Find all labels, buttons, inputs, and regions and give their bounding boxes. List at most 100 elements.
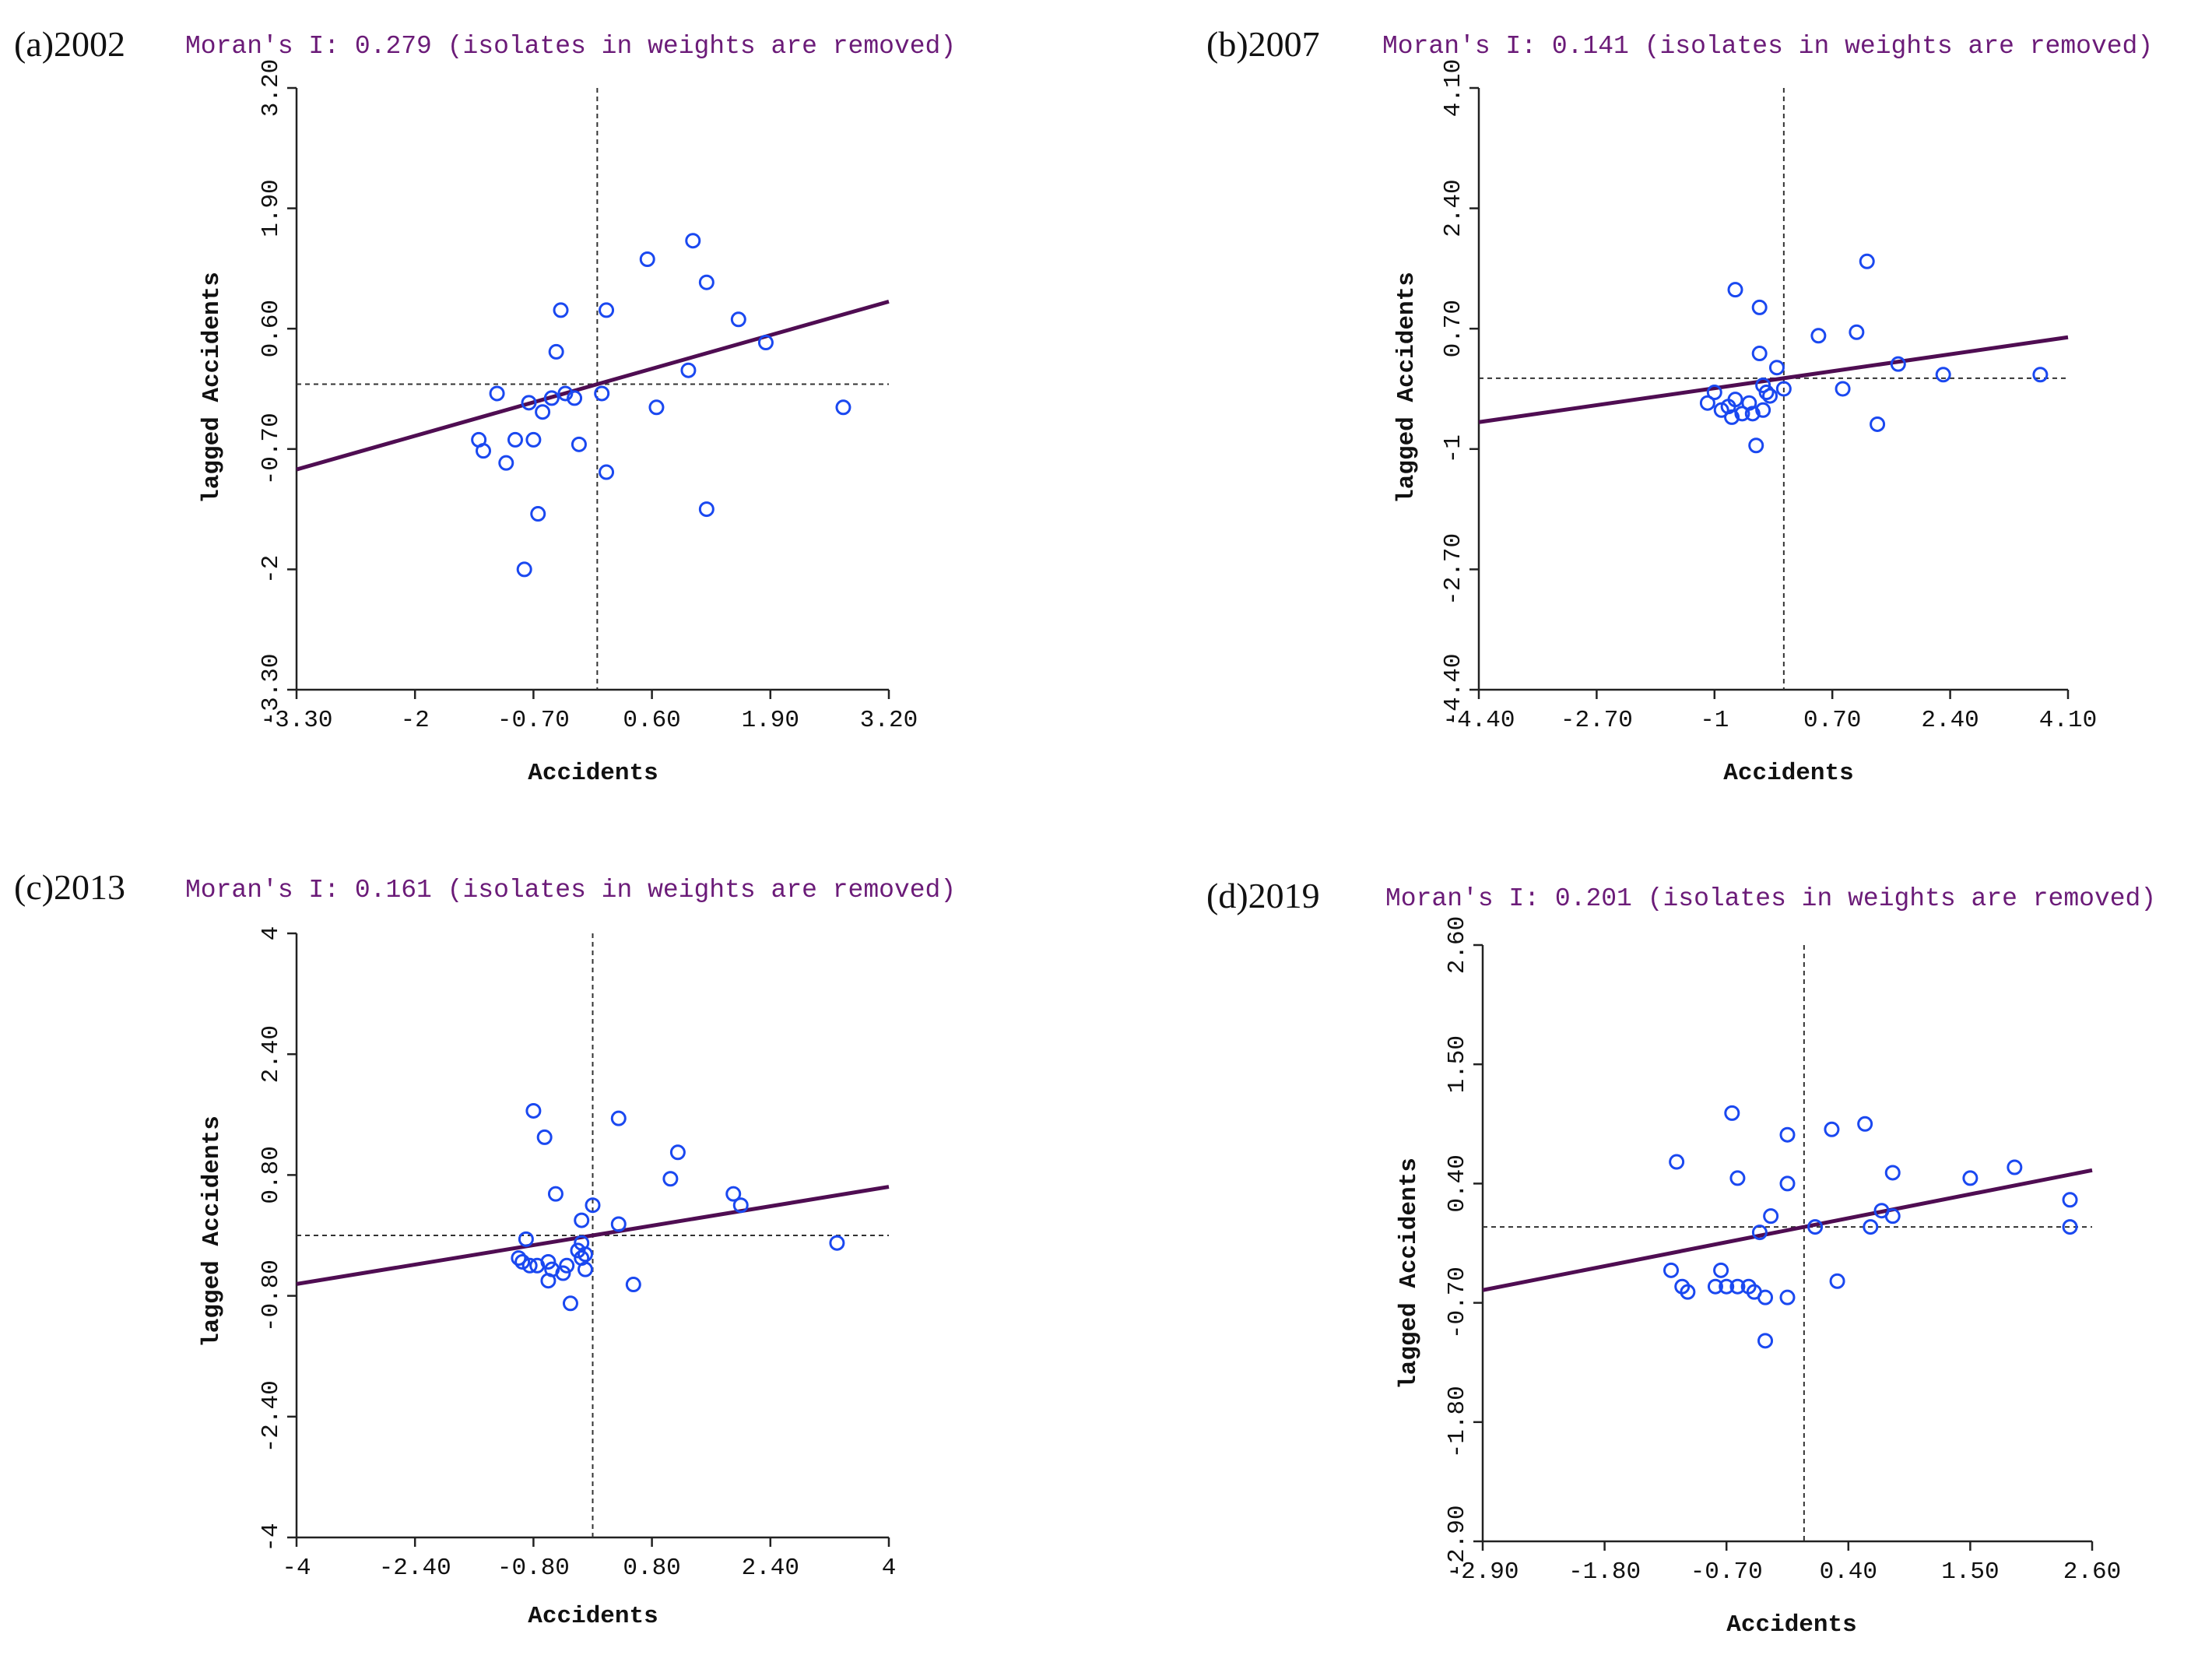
panel-b-x-tick-label: 0.70 [1803, 707, 1861, 734]
panel-d-data-point [1857, 1116, 1873, 1132]
panel-c-x-tick-label: -4 [282, 1555, 311, 1582]
panel-a-data-point [730, 311, 746, 328]
panel-c-data-point [525, 1102, 542, 1119]
panel-a-x-tick-label: 0.60 [623, 707, 680, 734]
panel-a-data-point [557, 385, 574, 402]
panel-d-data-point [1863, 1219, 1879, 1235]
panel-c-data-point [577, 1261, 593, 1277]
panel-c-data-point [540, 1253, 557, 1270]
panel-c-label: (c)2013 [14, 867, 125, 907]
panel-b-plot-area: -4.40 -2.70 -1 0.70 2.40 4.10 -4.40 -2.70 -1 0.70… [1440, 59, 2097, 734]
panel-d-x-tick-label: -0.70 [1691, 1558, 1763, 1586]
panel-d-x-axis-title: Accidents [1726, 1611, 1856, 1639]
panel-a-data-point [521, 395, 537, 411]
panel-c-x-tick-label: 4 [882, 1555, 897, 1582]
panel-a-data-point [489, 385, 505, 402]
panel-b-y-tick-label: 0.70 [1440, 300, 1467, 357]
panel-b-data-point [1810, 328, 1827, 344]
panel-a-x-axis-title: Accidents [528, 760, 658, 787]
panel-d-x-tick-label: 1.50 [1941, 1558, 1999, 1586]
panel-c-data-point [511, 1250, 527, 1267]
panel-d-regression-line [1482, 1168, 2093, 1292]
panel-d-plot-area: -2.90 -1.80 -0.70 0.40 1.50 2.60 -2.90 -1.80 -0.… [1444, 916, 2121, 1586]
panel-b-x-tick-label: 2.40 [1921, 707, 1979, 734]
panel-a-data-point [567, 390, 583, 406]
panel-a-data-point [571, 436, 587, 452]
panel-c-data-point [518, 1231, 534, 1247]
panel-b-data-point [1870, 416, 1886, 432]
panel-d-y-tick-label: -1.80 [1444, 1386, 1471, 1458]
panel-a-data-point [698, 274, 715, 290]
panel-a-x-tick-label: -2 [401, 707, 430, 734]
panel-b-data-point [1935, 367, 1951, 383]
panel-c-y-tick-label: -2.40 [258, 1380, 285, 1453]
panel-d-title: Moran's I: 0.201 (isolates in weights ar… [1385, 884, 2156, 913]
panel-b-data-point [1744, 406, 1761, 422]
panel-c-data-point [555, 1265, 571, 1281]
panel-b-regression-line [1478, 335, 2069, 424]
panel-b-data-point [1755, 402, 1771, 418]
panel-a-data-point [639, 251, 655, 268]
panel-a-regression-line [296, 299, 890, 472]
panel-c-data-point [547, 1186, 564, 1202]
panel-a-y-tick-label: 1.90 [258, 179, 285, 237]
chart-panel-d: (d)2019 Moran's I: 0.201 (isolates in we… [1206, 876, 2156, 1639]
panel-d-data-point [1779, 1289, 1796, 1305]
panel-b-x-tick-label: -4.40 [1442, 707, 1515, 734]
panel-b-y-tick-label: 4.10 [1440, 59, 1467, 117]
panel-b-data-point [1751, 299, 1768, 315]
panel-c-data-point [669, 1144, 686, 1161]
panel-d-data-point [1680, 1284, 1696, 1300]
panel-a-data-point [599, 464, 615, 480]
panel-d-data-point [1729, 1170, 1746, 1186]
panel-a-data-point [685, 233, 701, 249]
panel-a-y-tick-label: -3.30 [258, 653, 285, 726]
panel-d-data-point [1884, 1165, 1901, 1181]
panel-d-label: (d)2019 [1206, 876, 1320, 915]
panel-a-data-point [535, 404, 551, 420]
panel-a-y-tick-label: -0.70 [258, 413, 285, 485]
panel-c-data-point [625, 1277, 641, 1293]
panel-b-data-point [1890, 356, 1906, 372]
panel-d-data-point [1724, 1105, 1740, 1121]
panel-c-data-point [732, 1197, 749, 1214]
panel-b-data-point [1741, 395, 1757, 411]
panel-d-data-point [1729, 1278, 1746, 1295]
panel-c-data-point [570, 1242, 586, 1259]
panel-d-data-point [2062, 1219, 2078, 1235]
panel-b-y-tick-label: -4.40 [1440, 653, 1467, 726]
panel-a-plot-area: -3.30 -2 -0.70 0.60 1.90 3.20 -3.30 -2 -0.70 0.60… [258, 59, 918, 734]
panel-d-data-point [1713, 1262, 1729, 1278]
panel-a-x-tick-label: 3.20 [860, 707, 918, 734]
panel-d-y-tick-label: 0.40 [1444, 1154, 1471, 1212]
panel-c-data-point [514, 1253, 531, 1270]
panel-b-data-point [1706, 385, 1722, 401]
panel-a-data-point [599, 302, 615, 318]
panel-d-data-point [1962, 1170, 1979, 1186]
panel-b-data-point [1859, 253, 1875, 269]
panel-d-data-point [1757, 1333, 1774, 1349]
panel-c-data-point [610, 1110, 627, 1126]
panel-c-data-point [562, 1295, 578, 1312]
panel-d-x-tick-label: 0.40 [1820, 1558, 1877, 1586]
panel-d-data-point [1663, 1262, 1680, 1278]
panel-a-data-point [476, 443, 492, 459]
panel-d-y-axis-title: lagged Accidents [1396, 1158, 1423, 1390]
panel-a-y-tick-label: 0.60 [258, 300, 285, 357]
panel-d-data-point [1669, 1154, 1685, 1170]
panel-d-data-point [1707, 1278, 1723, 1295]
panel-a-data-point [530, 506, 546, 522]
panel-b-data-point [1758, 385, 1775, 401]
panel-d-x-tick-label: -2.90 [1446, 1558, 1519, 1586]
panel-d-data-point [1751, 1225, 1768, 1241]
panel-d-data-point [1779, 1126, 1796, 1143]
panel-c-y-tick-label: -0.80 [258, 1260, 285, 1332]
panel-d-x-tick-label: -1.80 [1568, 1558, 1641, 1586]
panel-d-data-point [1884, 1208, 1901, 1225]
panel-a-data-point [548, 343, 564, 360]
panel-a-title: Moran's I: 0.279 (isolates in weights ar… [185, 32, 956, 61]
panel-b-x-tick-label: 4.10 [2039, 707, 2097, 734]
panel-c-x-axis-title: Accidents [528, 1603, 658, 1630]
panel-b-title: Moran's I: 0.141 (isolates in weights ar… [1382, 32, 2153, 61]
